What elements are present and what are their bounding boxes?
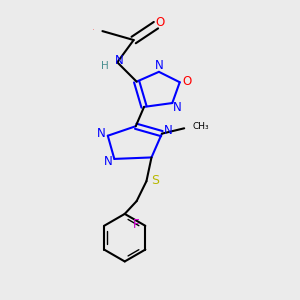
Text: N: N	[173, 101, 182, 114]
Text: N: N	[114, 54, 123, 67]
Text: O: O	[156, 16, 165, 29]
Text: O: O	[182, 75, 192, 88]
Text: N: N	[103, 155, 112, 168]
Text: N: N	[97, 127, 106, 140]
Text: F: F	[133, 218, 139, 231]
Text: H: H	[101, 61, 109, 71]
Text: N: N	[155, 59, 164, 72]
Text: O: O	[93, 29, 94, 30]
Text: S: S	[151, 174, 159, 187]
Text: CH₃: CH₃	[192, 122, 209, 131]
Text: N: N	[164, 124, 173, 137]
